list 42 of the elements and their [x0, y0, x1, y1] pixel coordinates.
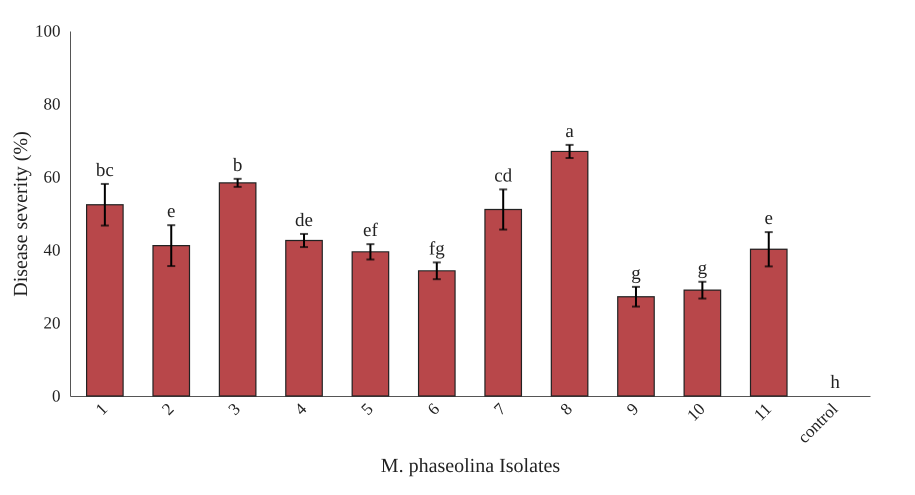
- annotation: fg: [428, 238, 446, 260]
- annotation: bc: [96, 160, 114, 181]
- bar: [684, 290, 722, 397]
- x-tick-label: 6: [424, 399, 444, 419]
- y-tick-label: 40: [44, 240, 60, 260]
- x-tick-label: 2: [158, 399, 178, 419]
- annotation: cd: [494, 165, 513, 186]
- x-tick-label: 5: [357, 399, 377, 419]
- x-tick-label: 3: [224, 399, 244, 419]
- annotation: b: [232, 154, 242, 176]
- annotation: g: [631, 262, 642, 284]
- x-tick-label: 7: [490, 399, 510, 419]
- bar: [617, 296, 655, 397]
- y-tick-label: 80: [44, 94, 60, 114]
- bar: [86, 204, 124, 397]
- bar: [750, 248, 788, 397]
- annotation: h: [830, 372, 840, 393]
- annotation: ef: [363, 220, 378, 242]
- annotation: e: [764, 208, 773, 230]
- bar: [152, 245, 190, 397]
- x-tick-label: 11: [750, 399, 776, 424]
- y-tick-label: 20: [44, 314, 60, 332]
- y-tick-label: 100: [35, 22, 60, 40]
- annotation: a: [565, 120, 574, 142]
- bar: [418, 270, 456, 397]
- annotation: g: [698, 258, 708, 279]
- x-axis-title: M. phaseolina Isolates: [380, 455, 560, 478]
- annotation: de: [295, 210, 313, 231]
- y-tick-label: 60: [44, 168, 60, 186]
- x-tick-label: 10: [683, 399, 709, 425]
- x-tick-label: 1: [92, 399, 112, 419]
- x-tick-label: 4: [290, 399, 311, 419]
- bar: [550, 150, 588, 397]
- bar: [484, 208, 522, 397]
- x-tick-label: 9: [622, 399, 642, 419]
- annotation: e: [167, 201, 176, 222]
- bar: [285, 240, 323, 397]
- x-tick-label: 8: [556, 399, 576, 419]
- y-tick-label: 0: [52, 386, 60, 406]
- y-axis-title: Disease severity (%): [10, 131, 32, 297]
- bar: [352, 251, 390, 397]
- bar: [218, 182, 256, 397]
